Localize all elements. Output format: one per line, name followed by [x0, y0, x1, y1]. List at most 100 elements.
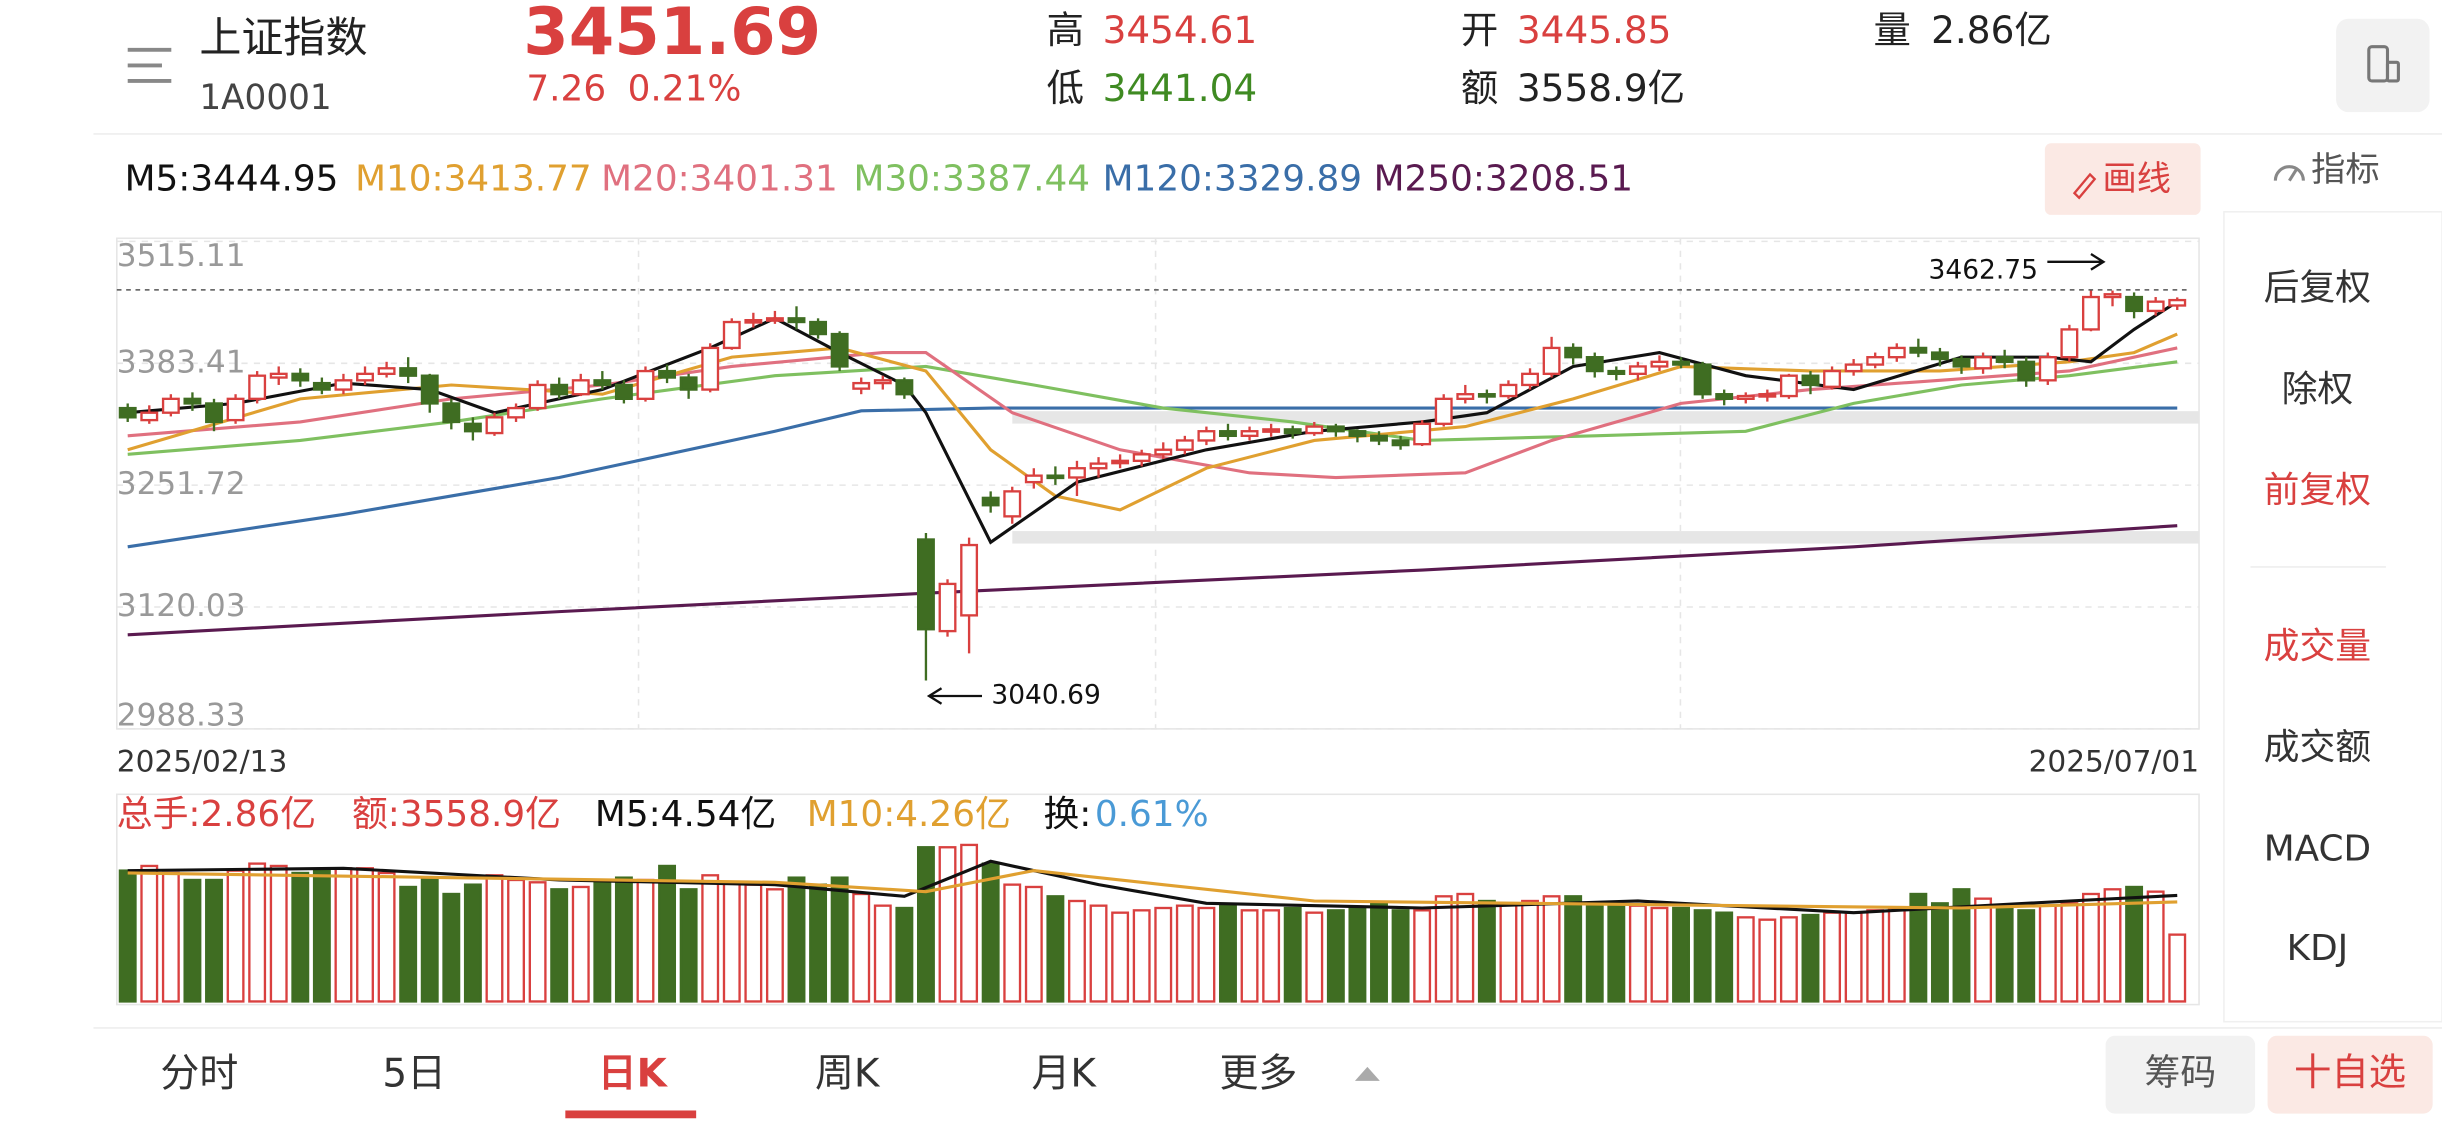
menu-icon[interactable]	[127, 47, 172, 83]
x-tick-label: 2025/02/13	[117, 745, 287, 779]
add-watch-button[interactable]: 十自选	[2267, 1035, 2433, 1114]
volume-bar	[1240, 909, 1259, 1003]
side-menu-item[interactable]: 后复权	[2264, 268, 2371, 309]
volume-bar	[1111, 911, 1130, 1003]
volume-bar	[2146, 890, 2165, 1003]
legend-entry: M30:3387.44	[853, 159, 1090, 200]
candle-body	[1930, 351, 1949, 361]
volume-bar	[1930, 902, 1949, 1003]
side-menu-item[interactable]: 前复权	[2264, 470, 2371, 511]
candle-body	[1542, 346, 1561, 376]
tab[interactable]: 周K	[815, 1052, 881, 1097]
candle-body	[356, 372, 374, 382]
volume-bar	[1413, 909, 1432, 1003]
ma-line	[127, 524, 2178, 637]
volume-bar	[1219, 904, 1237, 1003]
tab[interactable]: 5日	[382, 1052, 446, 1097]
volume-legend: 额:3558.9亿	[352, 794, 561, 835]
candle-body	[1779, 374, 1798, 398]
chips-button[interactable]: 筹码	[2105, 1035, 2256, 1114]
side-menu-item[interactable]: 除权	[2282, 369, 2354, 410]
candle-body	[507, 406, 525, 419]
volume-bar	[809, 883, 828, 1003]
candle-body	[1844, 363, 1863, 373]
candle-body	[1456, 393, 1475, 400]
tab[interactable]: 日K	[598, 1052, 669, 1097]
candle-body	[1521, 372, 1539, 387]
candle-body	[873, 379, 892, 385]
candle-body	[1348, 430, 1367, 438]
volume-bar	[2060, 902, 2079, 1003]
volume-bar	[895, 906, 914, 1003]
price: 3451.69	[523, 0, 821, 70]
volume-bar	[1995, 906, 2014, 1003]
y-tick-label: 3251.72	[117, 466, 246, 502]
volume-bar	[1262, 909, 1281, 1003]
volume-bar	[377, 871, 396, 1003]
volume-bar	[679, 888, 698, 1003]
legend-entry: M20:3401.31	[601, 159, 838, 200]
rotate-button[interactable]	[2336, 18, 2430, 113]
tab[interactable]: 月K	[1031, 1052, 1097, 1097]
candle-body	[1413, 422, 1432, 446]
candle-body	[1650, 360, 1669, 368]
change-pct: 0.21%	[628, 68, 742, 109]
candle-body	[118, 406, 137, 419]
candle-body	[765, 317, 784, 322]
side-panel	[2223, 211, 2442, 1023]
index-name: 上证指数	[199, 13, 367, 62]
candle-body	[1887, 346, 1906, 359]
candle-body	[1585, 356, 1604, 373]
volume-bar	[1283, 906, 1302, 1003]
indicator-button[interactable]: 指标	[2273, 150, 2380, 190]
candle-body	[981, 496, 1000, 507]
quote-value: 2.86亿	[1931, 8, 2052, 52]
candle-body	[1240, 430, 1259, 438]
volume-bar	[528, 881, 547, 1003]
candle-body	[1283, 428, 1302, 435]
candle-body	[1197, 430, 1216, 442]
volume-bar	[1089, 904, 1108, 1003]
side-menu-item[interactable]: KDJ	[2287, 928, 2349, 969]
quote-label: 额	[1461, 66, 1498, 110]
volume-bar	[744, 883, 763, 1003]
volume-bar	[399, 885, 418, 1003]
volume-bar	[614, 876, 633, 1003]
volume-bar	[1909, 892, 1928, 1003]
legend-entry: M120:3329.89	[1103, 159, 1362, 200]
volume-bar	[1197, 906, 1216, 1003]
candle-body	[205, 402, 223, 424]
tab[interactable]: 分时	[160, 1052, 238, 1097]
candle-body	[1758, 393, 1777, 398]
side-menu-item[interactable]: MACD	[2264, 828, 2371, 869]
volume-bar	[636, 878, 655, 1003]
candle-body	[2038, 356, 2057, 382]
candle-body	[701, 346, 720, 391]
volume-bar	[658, 864, 677, 1003]
draw-button[interactable]: 画线	[2044, 143, 2201, 215]
arrow	[2047, 253, 2106, 271]
turnover-label: 换:	[1043, 794, 1091, 835]
legend-entry: M10:4.26亿	[807, 794, 1011, 835]
quote-value: 3558.9亿	[1517, 66, 1685, 110]
volume-bar	[1974, 897, 1993, 1003]
candle-body	[1801, 374, 1820, 387]
candle-body	[420, 374, 439, 405]
volume-bar	[507, 878, 525, 1003]
candle-body	[291, 372, 310, 382]
candle-body	[1628, 365, 1647, 376]
quote-value: 3445.85	[1517, 8, 1671, 52]
side-menu-item[interactable]: 成交额	[2264, 727, 2371, 768]
candle-body	[679, 376, 698, 391]
volume-bar	[550, 888, 569, 1003]
candle-body	[1111, 459, 1130, 465]
volume-legend: 总手:2.86亿	[117, 794, 316, 835]
volume-bar	[463, 883, 482, 1003]
volume-bar	[356, 867, 374, 1003]
candle-body	[1391, 439, 1410, 447]
volume-bar	[1823, 911, 1842, 1003]
side-menu-item[interactable]: 成交量	[2264, 626, 2371, 667]
tab[interactable]: 更多	[1219, 1052, 1297, 1097]
change: 7.26	[526, 68, 606, 109]
volume-bar	[1456, 892, 1475, 1003]
